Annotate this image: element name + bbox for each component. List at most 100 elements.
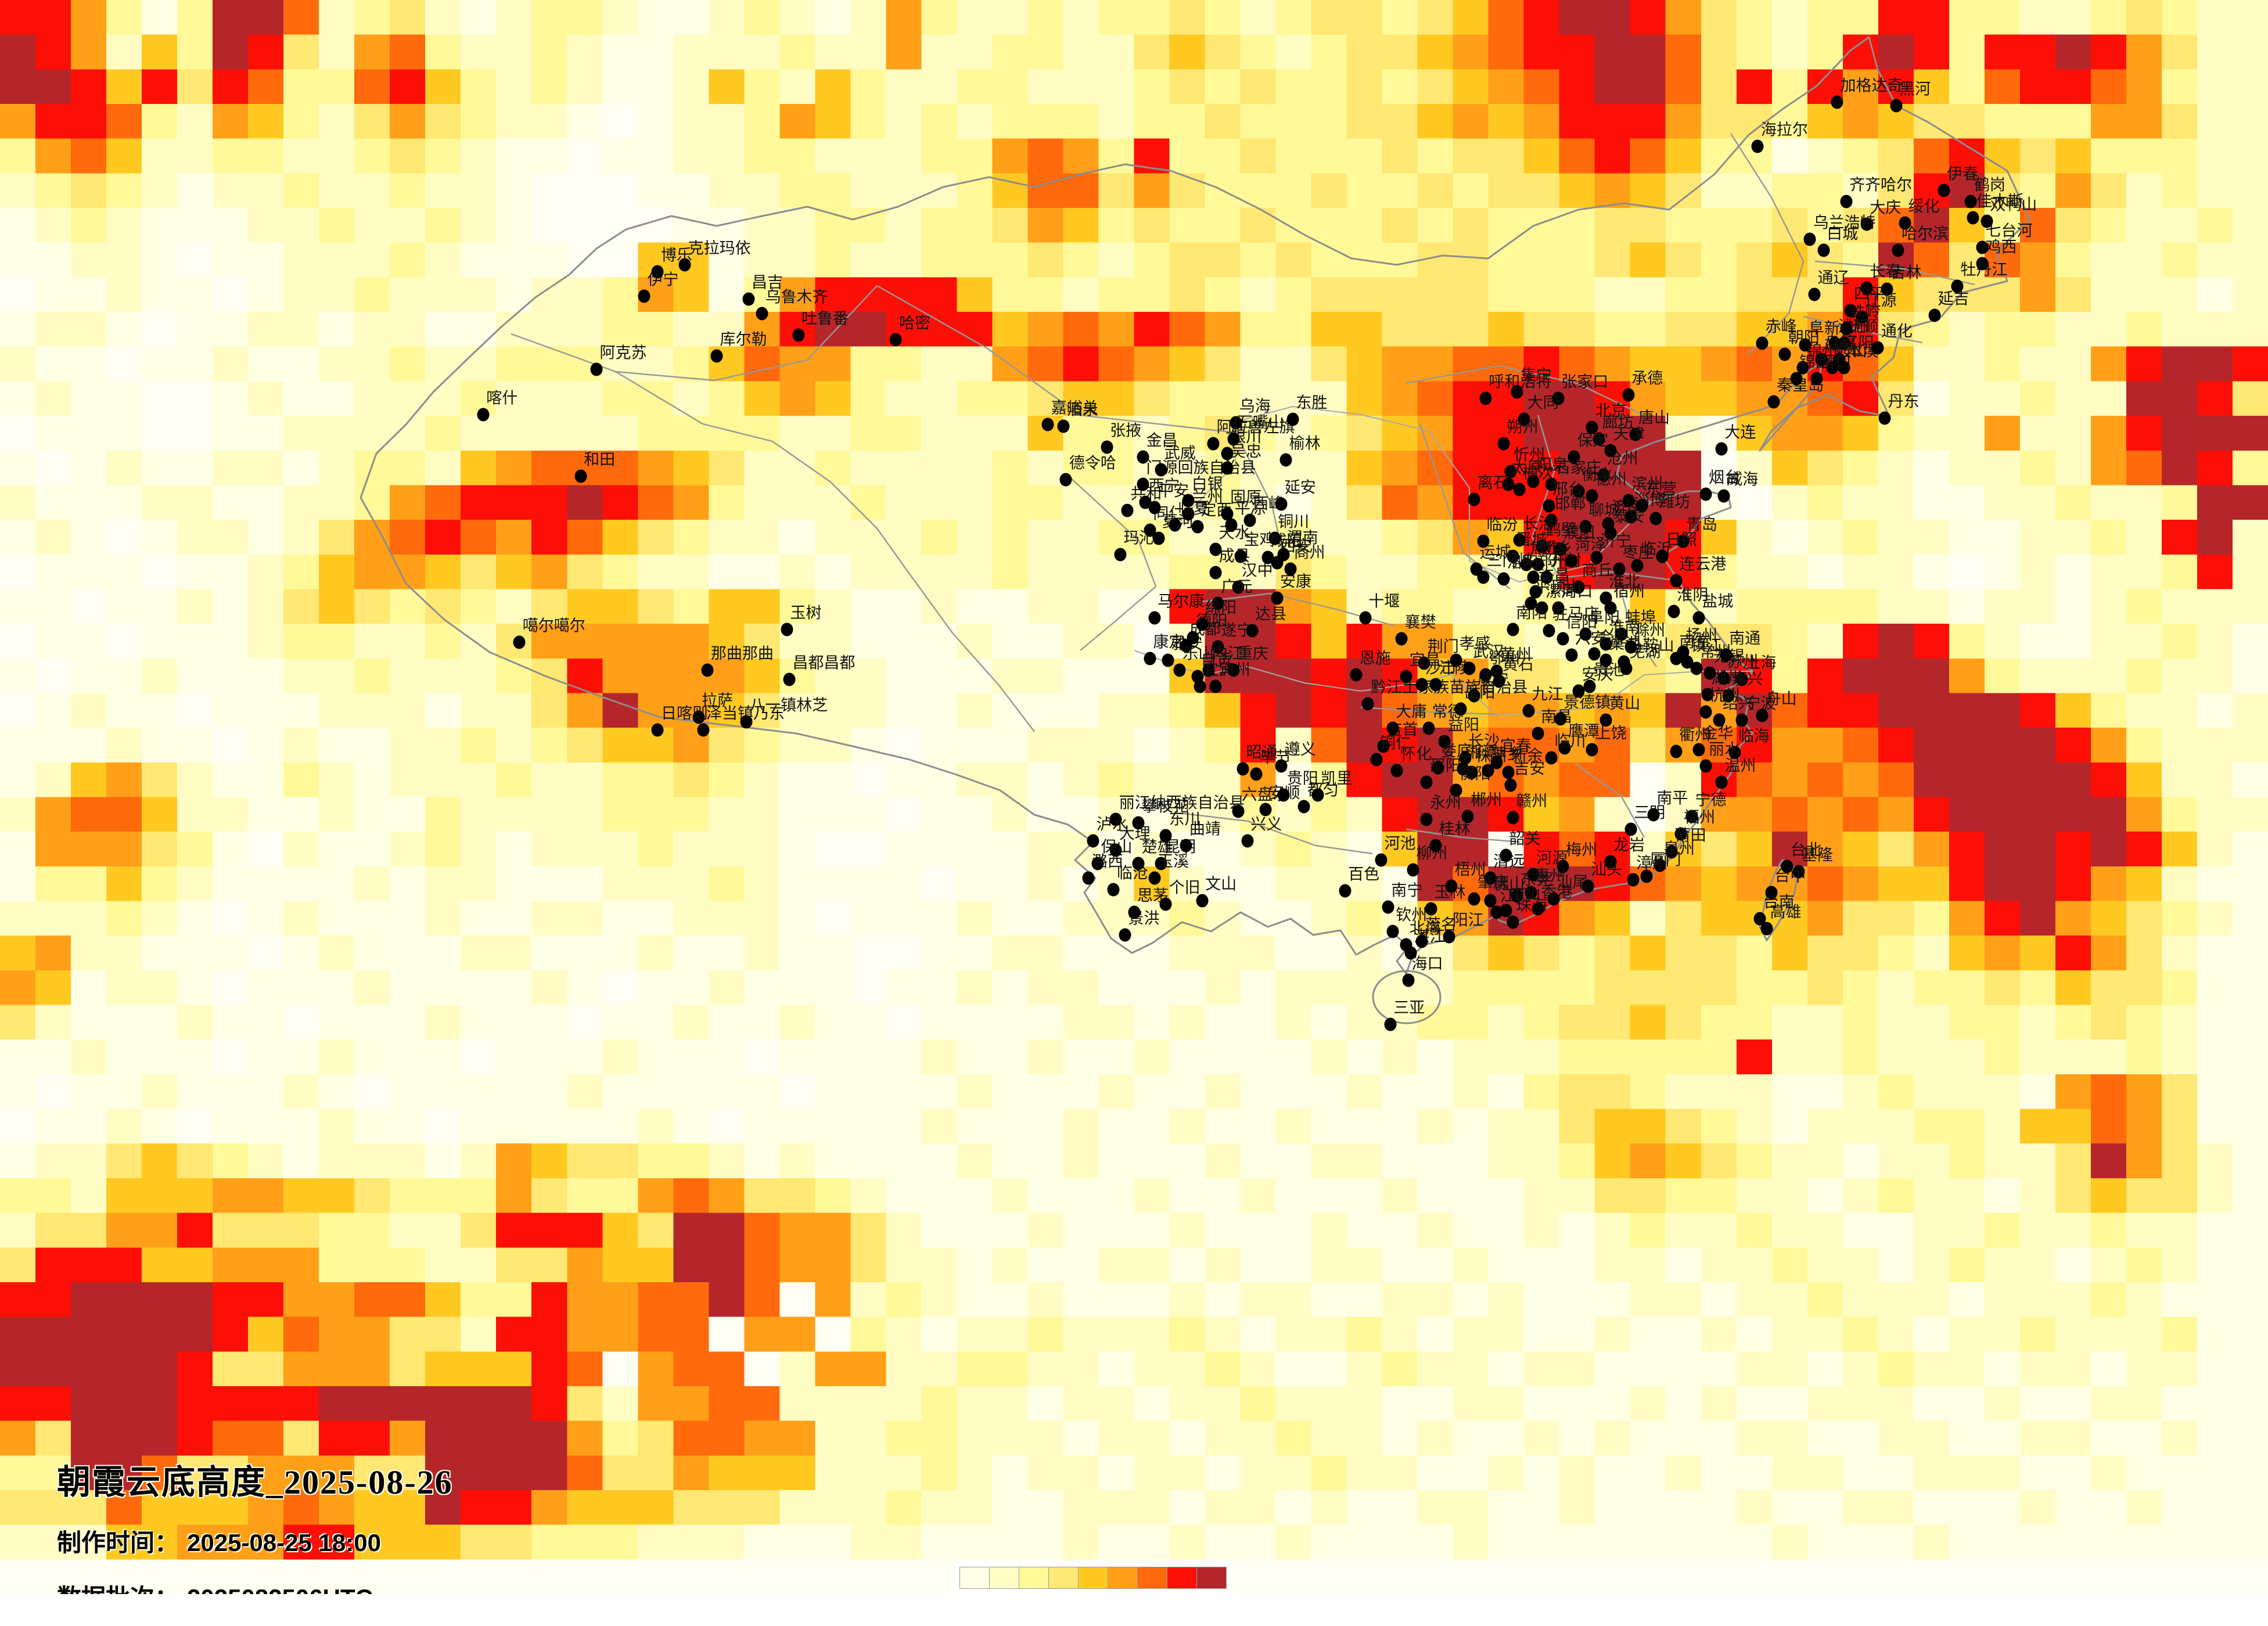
city-label: 长春 bbox=[1870, 262, 1902, 280]
city-dot-icon bbox=[1209, 679, 1222, 693]
city-dot-icon bbox=[1670, 744, 1683, 758]
city-dot-icon bbox=[1715, 775, 1728, 789]
city-dot-icon bbox=[1507, 915, 1519, 929]
city-label: 乌海 bbox=[1239, 397, 1271, 415]
city-dot-icon bbox=[1350, 668, 1363, 682]
city-label: 宜昌 bbox=[1409, 651, 1441, 669]
city-label: 吉林 bbox=[1890, 264, 1922, 282]
city-dot-icon bbox=[1701, 688, 1714, 702]
city-dot-icon bbox=[1799, 338, 1811, 352]
city-dot-icon bbox=[1756, 336, 1769, 350]
city-dot-icon bbox=[1132, 816, 1145, 830]
city-label: 通化 bbox=[1881, 322, 1913, 340]
city-marker: 济宁 bbox=[1590, 533, 1631, 564]
city-marker: 阿克苏 bbox=[590, 345, 647, 376]
city-dot-icon bbox=[1513, 483, 1526, 497]
city-dot-icon bbox=[1552, 391, 1565, 405]
city-marker: 盐城 bbox=[1692, 593, 1733, 625]
city-dot-icon bbox=[1590, 551, 1603, 564]
city-dot-icon bbox=[889, 333, 902, 347]
city-dot-icon bbox=[1400, 670, 1412, 684]
city-label: 潞西 bbox=[1091, 852, 1123, 870]
city-dot-icon bbox=[1588, 647, 1601, 661]
city-marker: 芜湖 bbox=[1620, 644, 1660, 675]
city-marker: 赣州 bbox=[1507, 793, 1547, 825]
city-marker: 张家口 bbox=[1552, 374, 1608, 405]
city-label: 兰州 bbox=[1191, 488, 1223, 506]
city-dot-icon bbox=[1527, 474, 1540, 488]
city-label: 赣州 bbox=[1516, 792, 1548, 810]
city-marker: 通辽 bbox=[1808, 270, 1849, 301]
city-label: 天津 bbox=[1613, 425, 1645, 443]
city-marker: 雅安 bbox=[1162, 636, 1203, 667]
city-marker: 白城 bbox=[1817, 226, 1858, 257]
city-label: 辽阳 bbox=[1842, 334, 1874, 352]
city-dot-icon bbox=[1527, 868, 1540, 882]
city-label: 漯河 bbox=[1545, 582, 1577, 600]
city-label: 临夏 bbox=[1178, 499, 1210, 517]
city-marker: 库尔勒 bbox=[710, 332, 767, 363]
city-marker: 日喀则 bbox=[651, 706, 708, 737]
city-label: 韶关 bbox=[1509, 830, 1541, 848]
city-dot-icon bbox=[1520, 557, 1533, 571]
city-marker: 鹤岗 bbox=[1964, 177, 2005, 208]
city-marker: 北海 bbox=[1400, 920, 1441, 952]
city-marker: 张掖 bbox=[1101, 423, 1141, 454]
city-marker: 兴义 bbox=[1241, 816, 1282, 848]
city-label: 景洪 bbox=[1128, 909, 1160, 927]
city-dot-icon bbox=[1339, 884, 1352, 898]
city-marker: 恩施 bbox=[1350, 650, 1391, 682]
city-marker: 威海 bbox=[1717, 472, 1758, 503]
city-dot-icon bbox=[740, 715, 753, 729]
city-label: 温州 bbox=[1724, 757, 1756, 775]
city-marker: 江陵 bbox=[1429, 660, 1470, 692]
city-marker: 噶尔噶尔 bbox=[513, 618, 585, 649]
city-marker: 六盘水 bbox=[1232, 787, 1289, 818]
city-dot-icon bbox=[1500, 904, 1512, 918]
city-label: 承德 bbox=[1631, 369, 1663, 387]
city-label: 德州 bbox=[1595, 470, 1627, 488]
city-label: 东川 bbox=[1169, 810, 1201, 828]
city-label: 玉树 bbox=[790, 604, 822, 622]
city-marker: 离石 bbox=[1468, 475, 1509, 506]
city-label: 苏州 bbox=[1727, 653, 1759, 671]
city-marker: 丹东 bbox=[1878, 394, 1920, 425]
city-marker: 梅州 bbox=[1557, 842, 1597, 873]
city-marker: 石家庄 bbox=[1545, 460, 1602, 491]
city-label: 台南 bbox=[1763, 893, 1795, 911]
city-dot-icon bbox=[1636, 499, 1648, 513]
city-dot-icon bbox=[1425, 902, 1437, 916]
city-marker: 大同 bbox=[1518, 395, 1559, 426]
city-label: 荆门 bbox=[1427, 638, 1459, 656]
city-label: 景德镇 bbox=[1563, 693, 1611, 711]
city-dot-icon bbox=[1420, 812, 1433, 826]
city-label: 日照 bbox=[1665, 531, 1697, 549]
city-dot-icon bbox=[1386, 721, 1399, 735]
city-label: 哈尔滨 bbox=[1901, 225, 1949, 243]
city-label: 台中 bbox=[1774, 867, 1806, 885]
city-dot-icon bbox=[1557, 632, 1569, 646]
city-label: 玉溪 bbox=[1158, 852, 1189, 870]
city-label: 内江 bbox=[1212, 645, 1243, 663]
city-dot-icon bbox=[1493, 674, 1505, 688]
city-dot-icon bbox=[1468, 492, 1480, 506]
city-label: 河池 bbox=[1384, 834, 1416, 852]
city-marker: 基隆 bbox=[1792, 847, 1833, 879]
city-label: 宝鸡 bbox=[1243, 531, 1275, 549]
city-marker: 都匀 bbox=[1297, 782, 1339, 814]
legend-swatch bbox=[960, 1567, 990, 1588]
city-dot-icon bbox=[1624, 510, 1637, 524]
city-marker: 铜川 bbox=[1268, 514, 1309, 545]
city-label: 东莞 bbox=[1520, 870, 1552, 888]
city-dot-icon bbox=[1892, 243, 1904, 257]
city-dot-icon bbox=[1981, 214, 1993, 228]
city-dot-icon bbox=[1415, 678, 1428, 692]
city-dot-icon bbox=[1377, 739, 1390, 753]
city-label: 咸宁 bbox=[1477, 670, 1509, 688]
city-marker: 延安 bbox=[1275, 480, 1316, 511]
city-marker: 金华 bbox=[1692, 725, 1733, 757]
city-label: 上饶 bbox=[1595, 724, 1627, 742]
city-dot-icon bbox=[1792, 865, 1805, 879]
city-marker: 吐鲁番 bbox=[792, 311, 849, 342]
